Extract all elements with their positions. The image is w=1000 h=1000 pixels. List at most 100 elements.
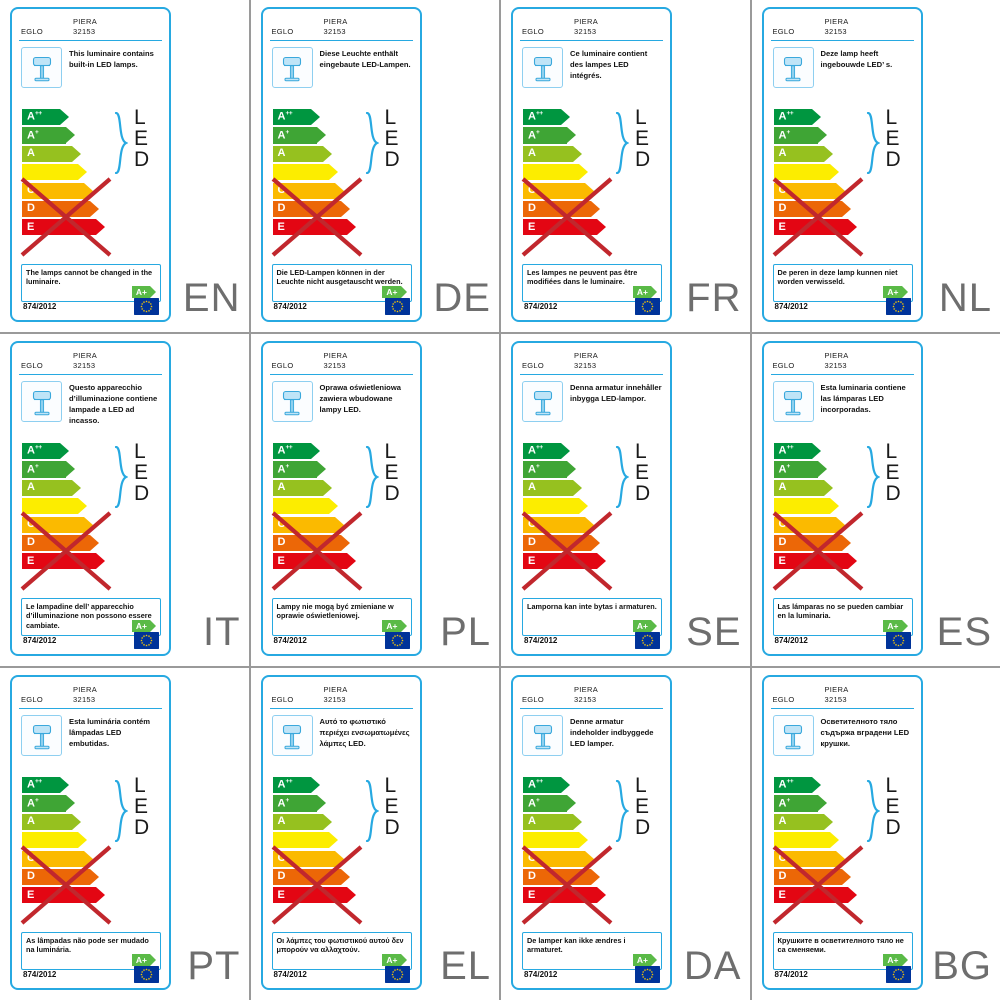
- note-box: De lamper kan ikke ændres i armaturet. A…: [522, 932, 662, 970]
- bar-label: A++: [27, 110, 42, 123]
- eu-flag-glyph: [635, 966, 660, 983]
- regulation-number: 874/2012: [524, 302, 558, 311]
- eu-flag-glyph: [635, 632, 660, 649]
- bar-label: A+: [528, 128, 540, 142]
- language-code: EN: [182, 276, 241, 320]
- energy-bar-a: A: [523, 145, 609, 162]
- energy-bar-c: C: [272, 850, 359, 867]
- card-footer: 874/2012: [272, 632, 412, 649]
- description-text: This luminaire contains built-in LED lam…: [69, 49, 154, 69]
- eu-flag-glyph: [885, 966, 911, 983]
- energy-bar-d: D: [22, 868, 108, 886]
- bar-label: D: [528, 536, 536, 549]
- model-name: PIERA: [73, 17, 98, 26]
- rating-badge: A+: [382, 620, 407, 632]
- card-footer: 874/2012: [21, 966, 161, 983]
- note-box: As lâmpadas não pode ser mudado na lumin…: [21, 932, 161, 970]
- rating-badge-arrow: [400, 286, 407, 298]
- energy-bar-a-plus-plus: A++: [272, 777, 359, 794]
- note-text: The lamps cannot be changed in the lumin…: [26, 268, 153, 287]
- description-row: Questo apparecchio d’illuminazione conti…: [21, 381, 161, 426]
- label-cell-nl: EGLO PIERA 32153 Deze lamp heeft ingebou…: [751, 0, 1000, 332]
- card-header: EGLO PIERA 32153: [520, 683, 663, 709]
- card-footer: 874/2012: [522, 632, 662, 649]
- bar-label: C: [277, 184, 286, 197]
- eu-flag-icon: [885, 632, 911, 649]
- table-lamp-glyph: [282, 724, 302, 749]
- energy-bar-a: A: [773, 813, 860, 830]
- eu-flag-glyph: [885, 632, 911, 649]
- energy-bar-b: [773, 832, 860, 849]
- table-lamp-glyph: [32, 56, 51, 81]
- bar-label: A: [528, 147, 536, 160]
- bar-label: A++: [277, 444, 293, 457]
- rating-badge-label: A+: [382, 286, 401, 298]
- regulation-number: 874/2012: [273, 970, 307, 979]
- energy-bar-e: E: [272, 553, 359, 570]
- description-row: Осветителното тяло съдържа вградени LED …: [772, 715, 913, 756]
- bar-label: C: [528, 184, 536, 197]
- language-code: EL: [440, 944, 491, 988]
- energy-label-card: EGLO PIERA 32153 Осветителното тяло съдъ…: [761, 675, 923, 990]
- bar-label: A++: [27, 778, 42, 791]
- energy-bar-b: [773, 164, 860, 181]
- brand-name: EGLO: [271, 361, 294, 370]
- note-box: Le lampadine dell’ apparecchio d’illumin…: [21, 598, 161, 636]
- card-header: EGLO PIERA 32153: [19, 349, 162, 375]
- card-footer: 874/2012: [272, 966, 412, 983]
- rating-badge: A+: [883, 286, 908, 298]
- description-text: Esta luminaria contiene las lámparas LED…: [820, 383, 906, 414]
- energy-bar-d: D: [523, 868, 609, 886]
- curly-brace-icon: [866, 780, 880, 842]
- bar-label: A: [778, 815, 787, 828]
- note-text: De lamper kan ikke ændres i armaturet.: [527, 936, 626, 955]
- label-cell-pt: EGLO PIERA 32153 Esta luminária contém l…: [0, 668, 249, 1000]
- energy-class-scale: A++ A+ A C: [523, 777, 609, 906]
- description-text: Denna armatur innehåller inbygga LED-lam…: [570, 383, 662, 403]
- label-cell-el: EGLO PIERA 32153 Αυτό το φωτιστικό περιέ…: [250, 668, 499, 1000]
- card-footer: 874/2012: [773, 298, 913, 315]
- eu-flag-icon: [635, 966, 660, 983]
- bar-label: C: [277, 852, 286, 865]
- bar-label: D: [778, 202, 787, 215]
- bar-label: C: [778, 184, 787, 197]
- rating-badge-arrow: [150, 954, 156, 966]
- card-header: EGLO PIERA 32153: [269, 15, 413, 41]
- regulation-number: 874/2012: [273, 636, 307, 645]
- model-name: PIERA: [323, 17, 348, 26]
- energy-bar-a-plus-plus: A++: [272, 109, 359, 126]
- brand-name: EGLO: [772, 695, 795, 704]
- energy-bar-a: A: [773, 479, 860, 496]
- description-row: Oprawa oświetleniowa zawiera wbudowane l…: [271, 381, 412, 422]
- regulation-number: 874/2012: [774, 970, 808, 979]
- rating-badge-arrow: [150, 286, 156, 298]
- note-box: Крушките в осветителното тяло не са смен…: [772, 932, 913, 970]
- note-text: Las lámparas no se pueden cambiar en la …: [777, 602, 904, 621]
- energy-bar-d: D: [773, 534, 860, 552]
- card-header: EGLO PIERA 32153: [520, 349, 663, 375]
- note-box: Les lampes ne peuvent pas être modifiées…: [522, 264, 662, 302]
- energy-label-card: EGLO PIERA 32153 Denne armatur indeholde…: [511, 675, 672, 990]
- card-header: EGLO PIERA 32153: [770, 349, 914, 375]
- rating-badge-label: A+: [632, 286, 651, 298]
- energy-bar-a-plus-plus: A++: [523, 109, 609, 126]
- rating-badge: A+: [632, 620, 657, 632]
- bar-label: D: [277, 870, 286, 883]
- bar-label: A++: [277, 778, 293, 791]
- rating-badge-arrow: [400, 620, 407, 632]
- bar-label: A: [528, 815, 536, 828]
- card-footer: 874/2012: [272, 298, 412, 315]
- energy-class-scale: A++ A+ A C: [22, 777, 108, 906]
- bar-label: A+: [277, 796, 290, 810]
- description-text: Diese Leuchte enthält eingebaute LED-Lam…: [319, 49, 411, 69]
- energy-bar-d: D: [523, 534, 609, 552]
- energy-bar-b: [272, 164, 359, 181]
- energy-bar-c: C: [523, 516, 609, 533]
- energy-label-card: EGLO PIERA 32153 Denna armatur innehålle…: [511, 341, 672, 656]
- brand-name: EGLO: [522, 361, 545, 370]
- model-number: 32153: [323, 361, 346, 370]
- energy-label-card: EGLO PIERA 32153 Deze lamp heeft ingebou…: [761, 7, 923, 322]
